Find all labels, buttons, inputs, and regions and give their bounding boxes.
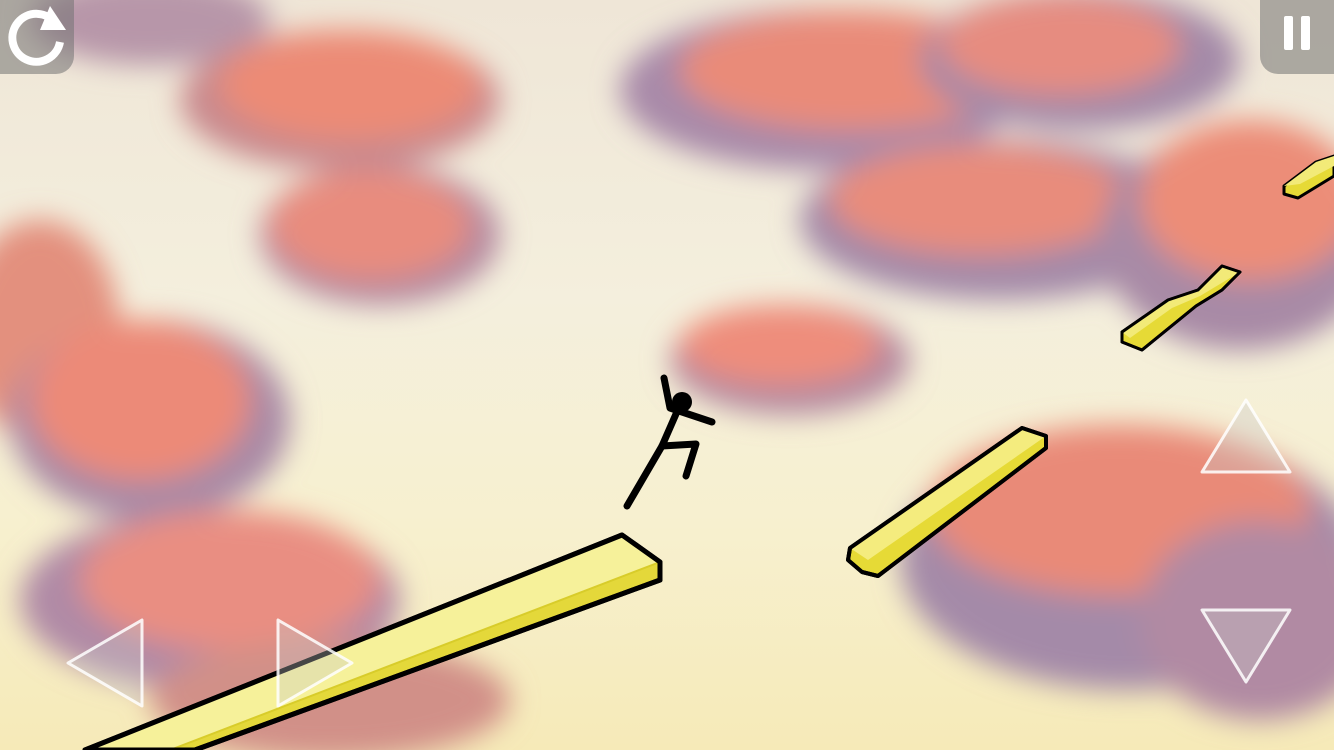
down-arrow-icon [1200, 608, 1292, 684]
cloud-top-right [620, 0, 1334, 350]
cloud-right-lower [900, 425, 1334, 720]
platform-upper [1120, 264, 1242, 352]
right-arrow-icon [276, 618, 354, 708]
move-left-button[interactable] [62, 616, 148, 710]
jump-button[interactable] [1198, 396, 1294, 478]
left-arrow-icon [66, 618, 144, 708]
platform-main [82, 532, 663, 750]
crouch-button[interactable] [1198, 604, 1294, 686]
platform-top [1282, 154, 1334, 200]
pause-icon [1284, 16, 1310, 50]
up-arrow-icon [1200, 398, 1292, 474]
pause-button[interactable] [1260, 0, 1334, 74]
restart-icon [8, 6, 66, 66]
platform-middle [846, 426, 1048, 578]
cloud-top-left [30, 0, 500, 305]
cloud-middle [670, 305, 910, 415]
stickman-player [623, 374, 716, 510]
restart-button[interactable] [0, 0, 74, 74]
move-right-button[interactable] [272, 616, 358, 710]
